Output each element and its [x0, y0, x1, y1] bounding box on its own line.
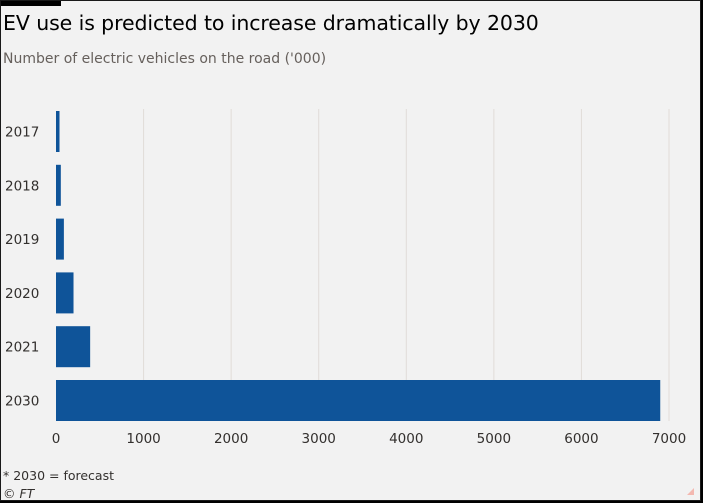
- y-category-label: 2017: [5, 125, 39, 141]
- y-category-label: 2019: [5, 232, 39, 248]
- x-tick-label: 5000: [477, 431, 511, 447]
- y-category-label: 2020: [5, 286, 39, 302]
- x-tick-label: 7000: [652, 431, 686, 447]
- bar-2021: [56, 326, 91, 368]
- chart-subtitle: Number of electric vehicles on the road …: [3, 51, 327, 67]
- y-category-label: 2021: [5, 340, 39, 356]
- bar-2017: [56, 111, 60, 152]
- x-tick-label: 6000: [564, 431, 598, 447]
- x-axis-labels: 0 1000 2000 3000 4000 5000 6000 7000: [52, 431, 686, 447]
- bar-2020: [56, 272, 74, 314]
- bars: [56, 111, 661, 421]
- y-category-label: 2030: [5, 394, 39, 410]
- source-credit: © FT: [3, 486, 35, 501]
- x-tick-label: 1000: [126, 431, 160, 447]
- gridlines: [143, 109, 670, 421]
- bar-2019: [56, 218, 64, 260]
- x-tick-label: 2000: [214, 431, 248, 447]
- chart-title: EV use is predicted to increase dramatic…: [3, 11, 539, 35]
- x-tick-label: 0: [52, 431, 61, 447]
- bar-2018: [56, 164, 61, 206]
- y-category-label: 2018: [5, 178, 39, 194]
- footnote: * 2030 = forecast: [3, 468, 115, 483]
- bar-2030: [56, 380, 661, 421]
- x-tick-label: 4000: [389, 431, 423, 447]
- corner-mark: [687, 488, 694, 495]
- ft-top-bar: [1, 1, 61, 6]
- y-axis-labels: 2017 2018 2019 2020 2021 2030: [5, 125, 39, 410]
- x-tick-label: 3000: [302, 431, 336, 447]
